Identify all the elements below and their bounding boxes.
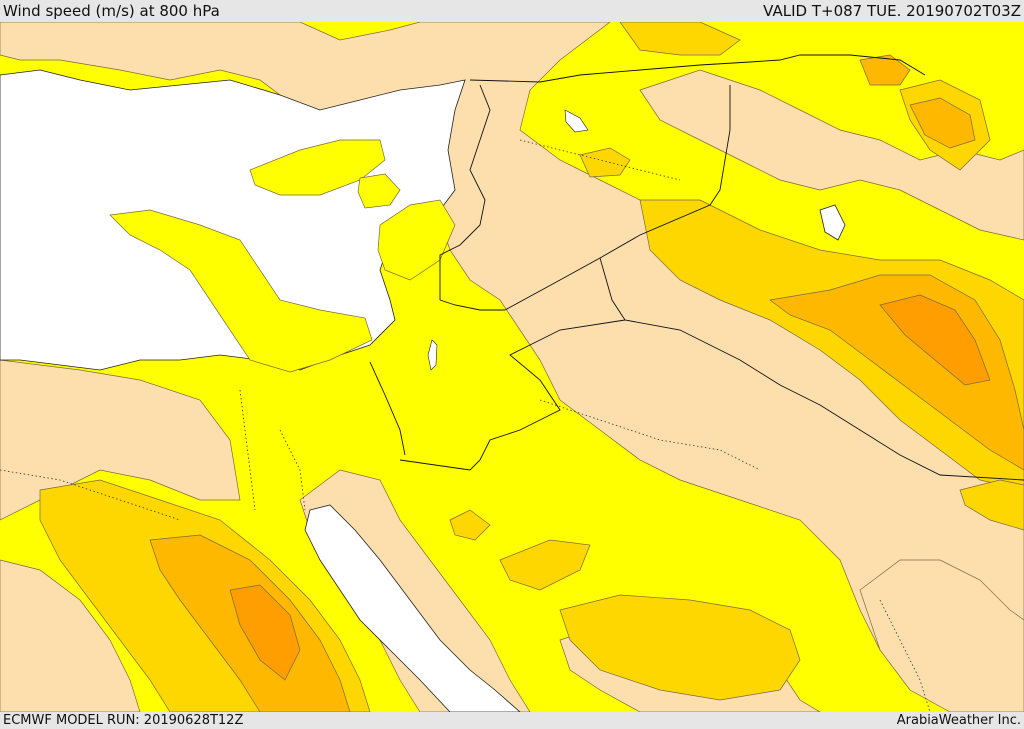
sea-wind-areas [109,139,456,373]
wind-speed-map [0,22,1024,712]
country-borders [369,54,1024,481]
model-run-label: ECMWF MODEL RUN: 20190628T12Z [3,713,244,728]
lakes [427,109,589,371]
footer-bar: ECMWF MODEL RUN: 20190628T12Z ArabiaWeat… [0,712,1024,729]
valid-time: VALID T+087 TUE. 20190702T03Z [763,2,1021,20]
internal-boundaries [0,139,931,712]
map-canvas [0,22,1024,712]
header-bar: Wind speed (m/s) at 800 hPa VALID T+087 … [0,0,1024,22]
chart-title: Wind speed (m/s) at 800 hPa [3,2,220,20]
credit-label: ArabiaWeather Inc. [896,713,1021,728]
stronger-regions [229,294,991,681]
